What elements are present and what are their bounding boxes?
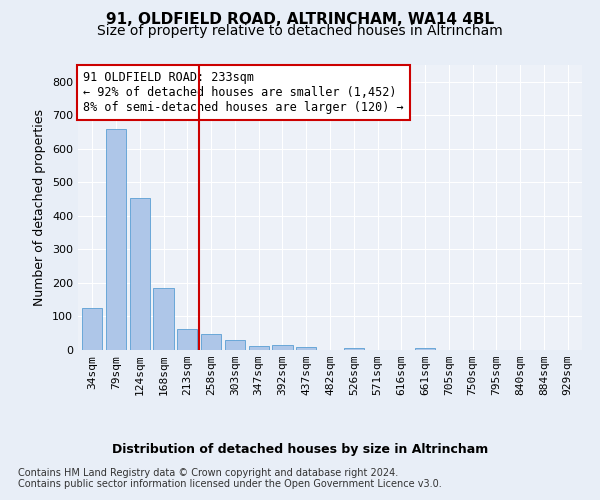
- Text: 91, OLDFIELD ROAD, ALTRINCHAM, WA14 4BL: 91, OLDFIELD ROAD, ALTRINCHAM, WA14 4BL: [106, 12, 494, 28]
- Bar: [154, 288, 173, 350]
- Bar: [248, 346, 269, 350]
- Bar: [201, 334, 221, 350]
- Bar: [82, 308, 103, 350]
- Bar: [296, 346, 316, 350]
- Text: Distribution of detached houses by size in Altrincham: Distribution of detached houses by size …: [112, 442, 488, 456]
- Bar: [415, 348, 435, 350]
- Bar: [272, 345, 293, 350]
- Text: Size of property relative to detached houses in Altrincham: Size of property relative to detached ho…: [97, 24, 503, 38]
- Text: Contains public sector information licensed under the Open Government Licence v3: Contains public sector information licen…: [18, 479, 442, 489]
- Bar: [106, 128, 126, 350]
- Text: Contains HM Land Registry data © Crown copyright and database right 2024.: Contains HM Land Registry data © Crown c…: [18, 468, 398, 477]
- Bar: [225, 340, 245, 350]
- Bar: [344, 348, 364, 350]
- Text: 91 OLDFIELD ROAD: 233sqm
← 92% of detached houses are smaller (1,452)
8% of semi: 91 OLDFIELD ROAD: 233sqm ← 92% of detach…: [83, 70, 404, 114]
- Bar: [177, 329, 197, 350]
- Y-axis label: Number of detached properties: Number of detached properties: [34, 109, 46, 306]
- Bar: [130, 198, 150, 350]
